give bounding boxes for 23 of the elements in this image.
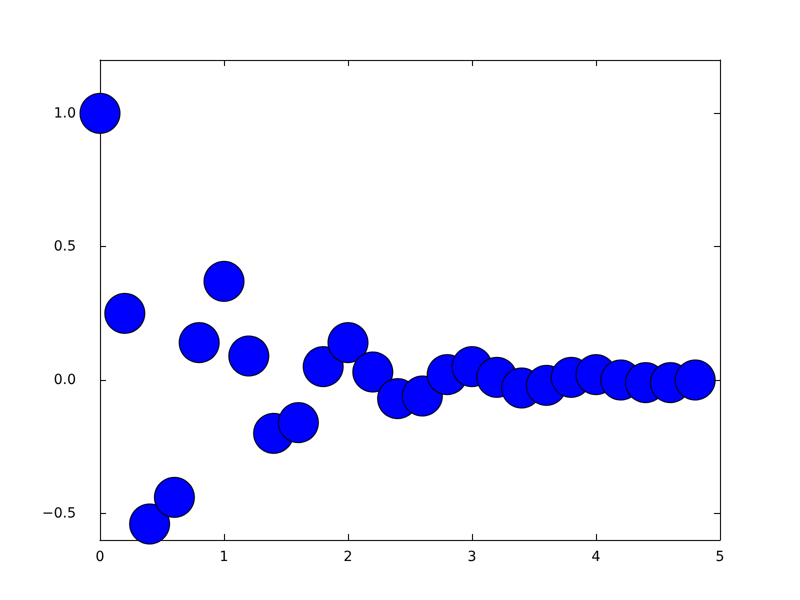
- point: [80, 92, 120, 134]
- point: [352, 352, 394, 392]
- point: [178, 322, 220, 364]
- y-tick-label: 1.0: [54, 105, 76, 122]
- point: [154, 476, 195, 518]
- point: [328, 322, 368, 364]
- x-tick-label: 1: [220, 549, 228, 565]
- point: [129, 504, 170, 544]
- x-tick-label: 4: [592, 549, 601, 565]
- y-tick-label: −0.5: [42, 505, 76, 522]
- point: [674, 360, 716, 400]
- x-tick-label: 0: [96, 549, 104, 565]
- x-tick-label: 3: [468, 549, 476, 565]
- x-tick-label: 2: [344, 549, 352, 565]
- y-tick-label: 0.5: [54, 238, 76, 255]
- point: [402, 376, 443, 416]
- y-tick-label: 0.0: [54, 372, 76, 388]
- point: [278, 402, 319, 444]
- point: [104, 292, 146, 334]
- point: [228, 336, 270, 376]
- point: [302, 346, 344, 388]
- point: [204, 260, 244, 302]
- x-tick-label: 5: [716, 549, 724, 565]
